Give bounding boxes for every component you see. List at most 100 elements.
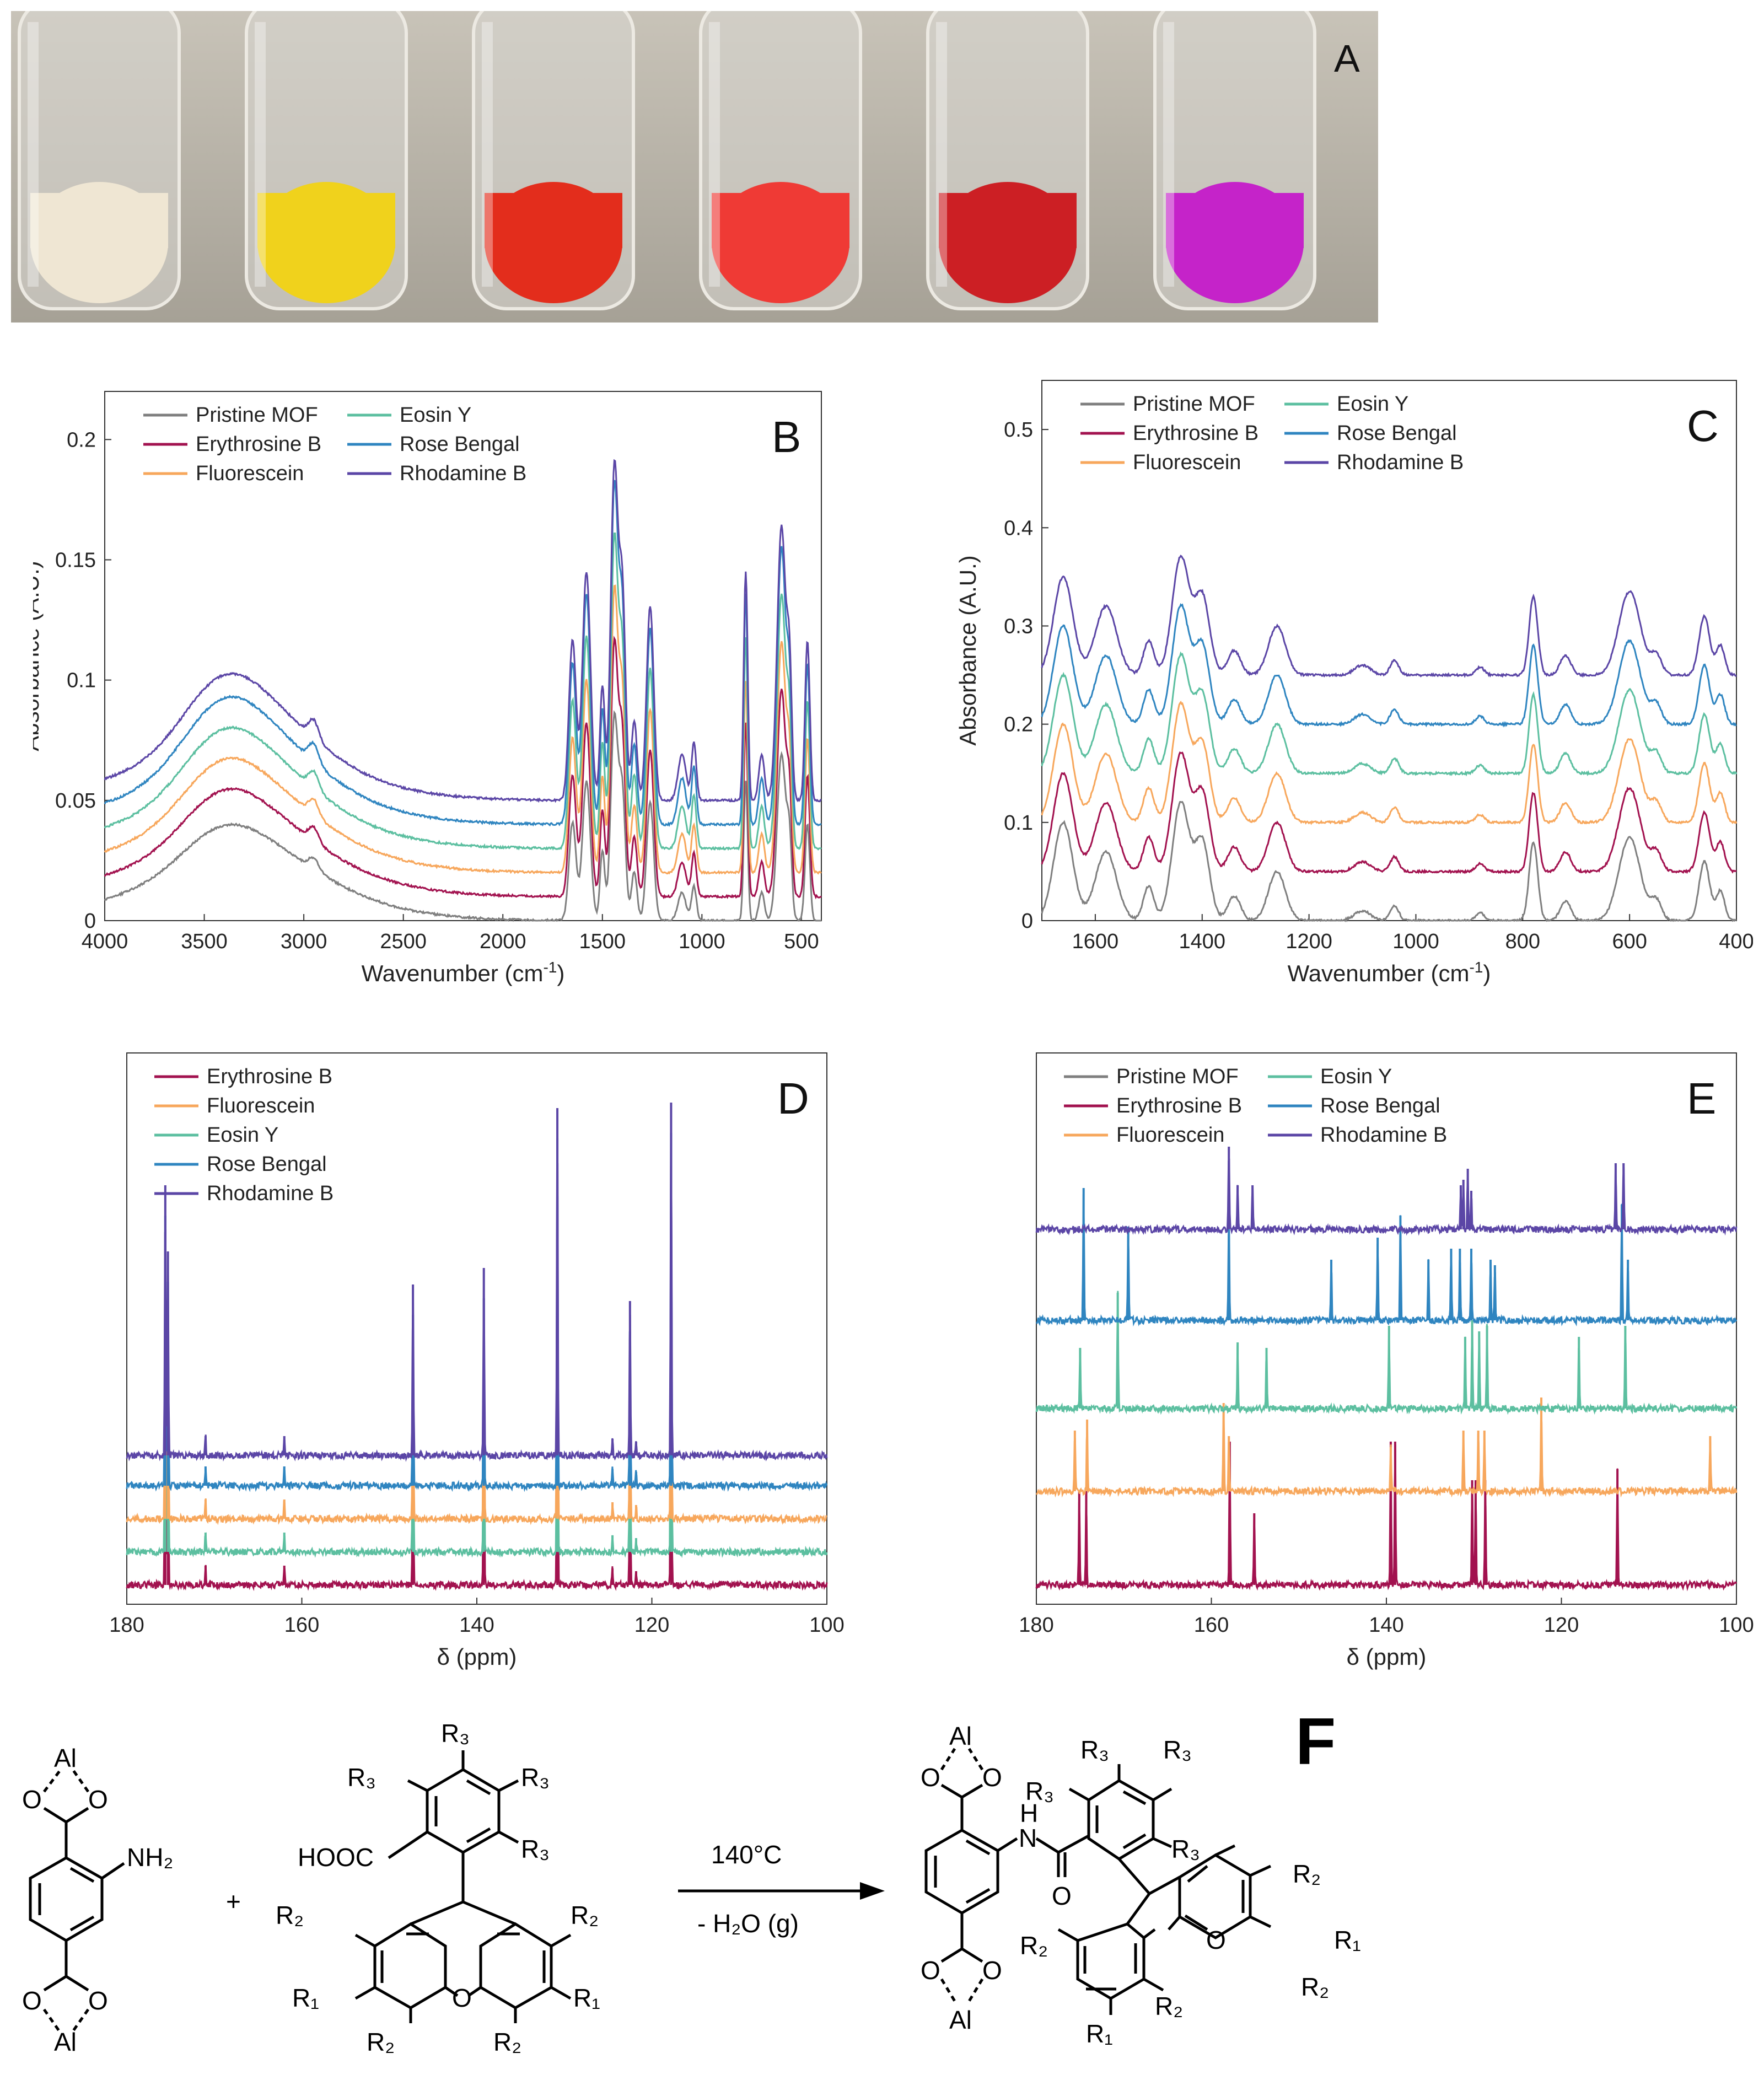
legend-item-erythrosine-b: Erythrosine B <box>1080 422 1259 445</box>
y-tick-label: 0 <box>84 910 96 933</box>
y-tick-label: 0.1 <box>1004 811 1033 835</box>
series-line-fluorescein <box>126 1180 827 1525</box>
y-tick-label: 0.1 <box>67 669 96 692</box>
x-axis-label: δ (ppm) <box>437 1644 517 1670</box>
reaction-scheme: F Al O O NH₂ O O Al + <box>22 1705 1361 2056</box>
x-tick-label: 1400 <box>1179 930 1225 953</box>
y-axis-label: Absorbance (A.U.) <box>955 555 981 745</box>
series-line-rose-bengal <box>1035 1194 1738 1327</box>
panel-a-label: A <box>1334 37 1360 80</box>
series-line-erythrosine-b <box>1041 751 1737 875</box>
x-tick-label: 180 <box>109 1614 144 1637</box>
x-tick-label: 1000 <box>1392 930 1439 953</box>
svg-text:R₃: R₃ <box>1163 1735 1192 1764</box>
legend-item-rhodamine-b: Rhodamine B <box>154 1182 334 1205</box>
y-tick-label: 0 <box>1021 910 1033 933</box>
panel-e-axes: 180 160 140 120 100 δ (ppm) E <box>1019 1052 1754 1670</box>
legend-item-pristine-mof: Pristine MOF <box>1080 393 1255 416</box>
svg-text:R₂: R₂ <box>1020 1931 1048 1960</box>
vial-photo: A <box>11 11 1378 323</box>
y-tick-label: 0.2 <box>67 428 96 452</box>
svg-text:Erythrosine B: Erythrosine B <box>196 433 321 456</box>
plus-sign: + <box>226 1887 241 1916</box>
legend-item-rhodamine-b: Rhodamine B <box>1284 451 1464 474</box>
x-tick-label: 180 <box>1019 1614 1053 1637</box>
x-tick-label: 2500 <box>380 930 427 953</box>
svg-text:Pristine MOF: Pristine MOF <box>196 404 318 427</box>
svg-text:N: N <box>1019 1824 1037 1852</box>
svg-text:Eosin Y: Eosin Y <box>400 404 471 427</box>
series-line-rhodamine-b <box>1035 1158 1738 1236</box>
x-tick-label: 3000 <box>281 930 327 953</box>
legend-item-eosin-y: Eosin Y <box>1268 1065 1392 1088</box>
svg-text:NH₂: NH₂ <box>127 1843 173 1872</box>
panel-f-label: F <box>1295 1705 1336 1778</box>
legend: Pristine MOF Eosin Y Erythrosine B Rose Ben… <box>1064 1065 1447 1147</box>
legend: Erythrosine B Fluorescein Eosin Y Rose Beng… <box>154 1065 334 1205</box>
panel-label: C <box>1687 401 1719 450</box>
svg-text:Erythrosine B: Erythrosine B <box>207 1065 332 1088</box>
svg-text:Erythrosine B: Erythrosine B <box>1133 422 1259 445</box>
reaction-temperature: 140°C <box>711 1840 782 1869</box>
pristine-mof-vial <box>18 11 181 310</box>
series-line-eosin-y <box>1041 651 1738 777</box>
x-tick-label: 400 <box>1719 930 1753 953</box>
series-line-fluorescein <box>1041 700 1738 825</box>
svg-text:Eosin Y: Eosin Y <box>1320 1065 1392 1088</box>
svg-text:Rose Bengal: Rose Bengal <box>1337 422 1457 445</box>
svg-text:Al: Al <box>949 2006 972 2034</box>
x-tick-label: 140 <box>1369 1614 1403 1637</box>
legend-item-rose-bengal: Rose Bengal <box>347 433 520 456</box>
svg-text:Pristine MOF: Pristine MOF <box>1133 393 1255 416</box>
svg-text:O: O <box>982 1763 1002 1792</box>
legend: Pristine MOF Eosin Y Erythrosine B Rose Ben… <box>143 404 526 485</box>
x-tick-label: 4000 <box>82 930 128 953</box>
x-tick-label: 140 <box>459 1614 494 1637</box>
svg-text:Rhodamine B: Rhodamine B <box>1337 451 1464 474</box>
ir-spectrum-full-chart: 4000 3500 3000 2500 2000 1500 1000 500 0 0.05 0.1 0… <box>33 391 822 986</box>
svg-text:R₃: R₃ <box>1080 1735 1109 1764</box>
x-tick-label: 1600 <box>1072 930 1119 953</box>
svg-text:R₂: R₂ <box>1293 1859 1321 1888</box>
series-line-eosin-y <box>126 1214 828 1558</box>
legend-item-rose-bengal: Rose Bengal <box>1268 1094 1440 1117</box>
panel-d-axes: 180 160 140 120 100 δ (ppm) D <box>109 1052 845 1670</box>
svg-text:R₂: R₂ <box>1301 1972 1329 2001</box>
svg-text:R₂: R₂ <box>493 2028 521 2056</box>
y-tick-label: 0.05 <box>55 789 96 813</box>
series-line-rhodamine-b <box>1041 555 1737 678</box>
series-line-pristine-mof <box>104 710 821 922</box>
x-tick-label: 160 <box>1194 1614 1229 1637</box>
svg-text:Eosin Y: Eosin Y <box>207 1124 278 1147</box>
series-line-eosin-y <box>104 533 822 851</box>
legend: Pristine MOF Eosin Y Erythrosine B Rose Ben… <box>1080 393 1464 474</box>
legend-item-fluorescein: Fluorescein <box>1080 451 1241 474</box>
y-tick-label: 0.5 <box>1004 418 1033 442</box>
x-tick-label: 2000 <box>480 930 526 953</box>
ir-spectrum-zoom-chart: 1600 1400 1200 1000 800 600 400 0 0.1 0.2 0.3 0.4 0.… <box>955 380 1753 986</box>
svg-text:R₃: R₃ <box>347 1763 376 1792</box>
x-tick-label: 100 <box>809 1614 844 1637</box>
svg-text:Al: Al <box>949 1722 972 1750</box>
svg-text:H: H <box>1020 1799 1038 1828</box>
svg-text:O: O <box>921 1956 940 1985</box>
amide-product-molecule: Al O O O O Al H N O R₃ R₃ R₃ R₃ R₂ R₁ R₂… <box>921 1722 1361 2048</box>
x-tick-label: 800 <box>1505 930 1540 953</box>
panel-label: E <box>1687 1074 1716 1123</box>
legend-item-pristine-mof: Pristine MOF <box>143 404 318 427</box>
reaction-byproduct: - H₂O (g) <box>697 1909 799 1938</box>
series-line-fluorescein <box>104 584 822 875</box>
x-tick-label: 100 <box>1719 1614 1754 1637</box>
series-line-eosin-y <box>1035 1291 1738 1415</box>
series-line-rose-bengal <box>126 1146 828 1492</box>
svg-text:Rose Bengal: Rose Bengal <box>1320 1094 1440 1117</box>
y-axis-label: Absorbance (A.U.) <box>33 561 44 751</box>
svg-text:R₃: R₃ <box>1025 1777 1054 1805</box>
legend-item-fluorescein: Fluorescein <box>154 1094 315 1117</box>
svg-text:Rose Bengal: Rose Bengal <box>207 1153 327 1176</box>
x-tick-label: 3500 <box>181 930 228 953</box>
eosin-y-vial <box>699 11 862 310</box>
x-tick-label: 1500 <box>579 930 626 953</box>
svg-text:O: O <box>88 1986 108 2015</box>
svg-text:R₃: R₃ <box>441 1719 470 1748</box>
